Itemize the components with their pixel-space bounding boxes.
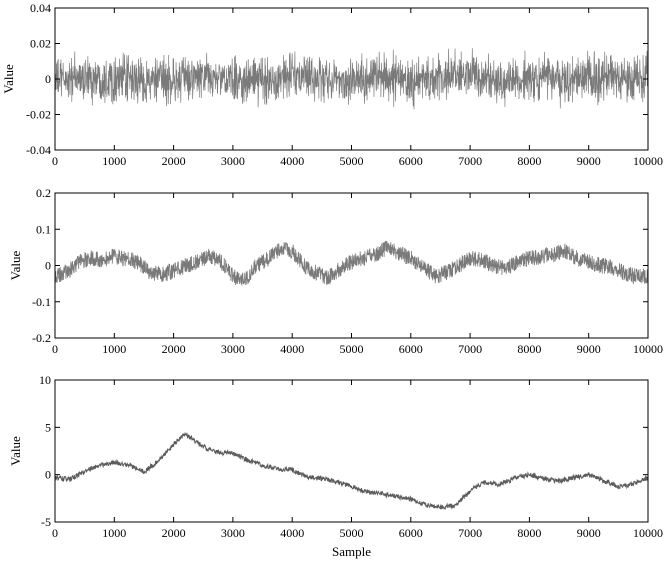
y-axis-label: Value	[1, 64, 16, 94]
series-line	[55, 48, 648, 110]
y-tick-label: 0	[45, 72, 51, 86]
x-tick-label: 8000	[517, 154, 541, 168]
y-axis-label: Value	[8, 436, 23, 466]
y-tick-label: 0.1	[36, 222, 51, 236]
y-tick-label: 0.02	[30, 37, 51, 51]
x-tick-label: 1000	[102, 154, 126, 168]
y-tick-label: 0.04	[30, 1, 51, 15]
x-tick-label: 8000	[517, 342, 541, 356]
x-tick-label: 0	[52, 526, 58, 540]
y-tick-label: -0.02	[26, 108, 51, 122]
x-tick-label: 5000	[340, 342, 364, 356]
x-tick-label: 3000	[221, 342, 245, 356]
y-tick-label: -0.1	[32, 295, 51, 309]
x-tick-label: 2000	[162, 154, 186, 168]
x-tick-label: 4000	[280, 154, 304, 168]
x-tick-label: 6000	[399, 342, 423, 356]
x-tick-label: 2000	[162, 342, 186, 356]
x-tick-label: 1000	[102, 526, 126, 540]
y-tick-label: -0.2	[32, 331, 51, 345]
x-tick-label: 4000	[280, 526, 304, 540]
x-tick-label: 0	[52, 342, 58, 356]
x-tick-label: 4000	[280, 342, 304, 356]
plot-frame	[54, 379, 649, 523]
y-tick-label: 0	[45, 259, 51, 273]
series-line	[55, 432, 648, 510]
x-tick-label: 2000	[162, 526, 186, 540]
x-tick-label: 6000	[399, 154, 423, 168]
chart-panel-2: 0 1000 2000 3000 4000 5000 6000 7000 8000 9000 100…	[8, 186, 663, 356]
y-tick-label: 0.2	[36, 186, 51, 200]
x-tick-label: 10000	[633, 526, 663, 540]
chart-panel-3: 0 1000 2000 3000 4000 5000 6000 7000 8000 9000 100…	[8, 373, 663, 559]
y-tick-label: 5	[45, 420, 51, 434]
x-tick-label: 9000	[577, 526, 601, 540]
x-tick-label: 7000	[458, 526, 482, 540]
y-tick-label: 0	[45, 468, 51, 482]
x-tick-label: 5000	[340, 526, 364, 540]
x-tick-label: 5000	[340, 154, 364, 168]
y-axis-label: Value	[8, 250, 23, 280]
x-tick-label: 0	[52, 154, 58, 168]
x-tick-label: 3000	[221, 526, 245, 540]
y-tick-label: 10	[39, 373, 51, 387]
x-tick-label: 3000	[221, 154, 245, 168]
y-tick-label: -5	[41, 515, 51, 529]
x-tick-label: 10000	[633, 342, 663, 356]
y-tick-label: -0.04	[26, 143, 51, 157]
x-axis-label: Sample	[332, 544, 371, 559]
x-tick-label: 1000	[102, 342, 126, 356]
x-tick-label: 9000	[577, 154, 601, 168]
chart-panel-1: 0 1000 2000 3000 4000 5000 6000 7000 8000 9000 100…	[1, 1, 663, 168]
x-tick-label: 6000	[399, 526, 423, 540]
x-tick-label: 9000	[577, 342, 601, 356]
x-tick-label: 7000	[458, 342, 482, 356]
series-line	[55, 240, 648, 286]
x-tick-label: 7000	[458, 154, 482, 168]
x-tick-label: 8000	[517, 526, 541, 540]
x-tick-label: 10000	[633, 154, 663, 168]
